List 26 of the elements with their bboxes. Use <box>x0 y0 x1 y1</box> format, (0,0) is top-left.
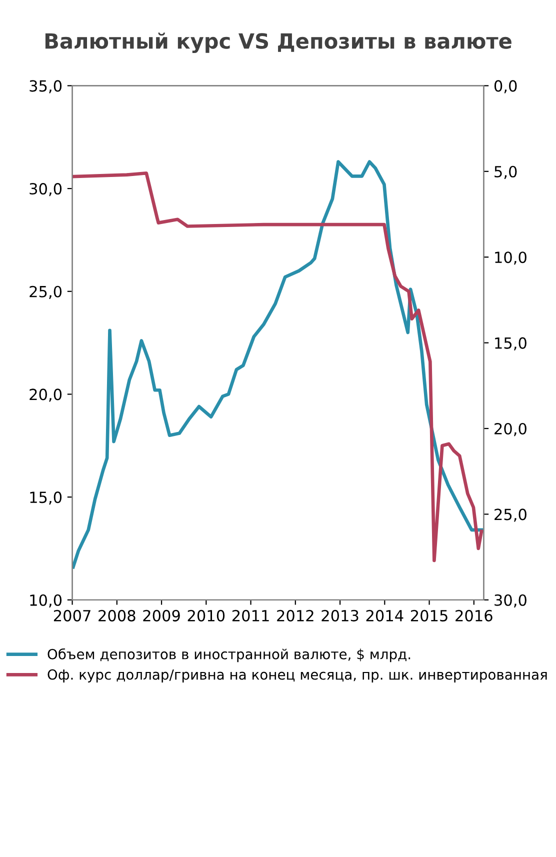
y2-tick-label: 10,0 <box>495 252 526 265</box>
x-tick-label: 2009 <box>143 610 180 622</box>
y-tick-label: 30,0 <box>30 183 62 196</box>
x-tick-label: 2010 <box>188 610 225 622</box>
y-tick-label: 15,0 <box>30 492 62 505</box>
x-tick-label: 2015 <box>410 610 448 622</box>
legend-label: Оф. курс доллар/гривна на конец месяца, пр. шк. инвертированная <box>48 669 547 682</box>
x-tick-label: 2016 <box>456 610 492 622</box>
y2-tick-label: 15,0 <box>495 337 526 350</box>
y2-tick-label: 5,0 <box>494 166 517 179</box>
x-tick-label: 2008 <box>98 610 136 622</box>
y-tick-label: 25,0 <box>30 286 62 299</box>
y-tick-label: 20,0 <box>30 388 62 402</box>
y-tick-label: 10,0 <box>30 594 62 608</box>
x-tick-label: 2014 <box>366 610 404 622</box>
y2-tick-label: 20,0 <box>494 422 526 436</box>
y2-tick-label: 0,0 <box>494 80 517 94</box>
x-tick-label: 2012 <box>277 610 314 622</box>
y2-tick-label: 25,0 <box>494 508 526 522</box>
legend-label: Объем депозитов в иностранной валюте, $ млрд. <box>48 648 410 662</box>
y2-tick-label: 30,0 <box>494 594 526 608</box>
x-tick-label: 2013 <box>322 610 358 622</box>
x-tick-label: 2007 <box>54 610 90 622</box>
x-tick-label: 2011 <box>232 610 269 622</box>
chart-title: Валютный курс VS Депозиты в валюте <box>45 32 512 54</box>
y-tick-label: 35,0 <box>30 80 62 94</box>
